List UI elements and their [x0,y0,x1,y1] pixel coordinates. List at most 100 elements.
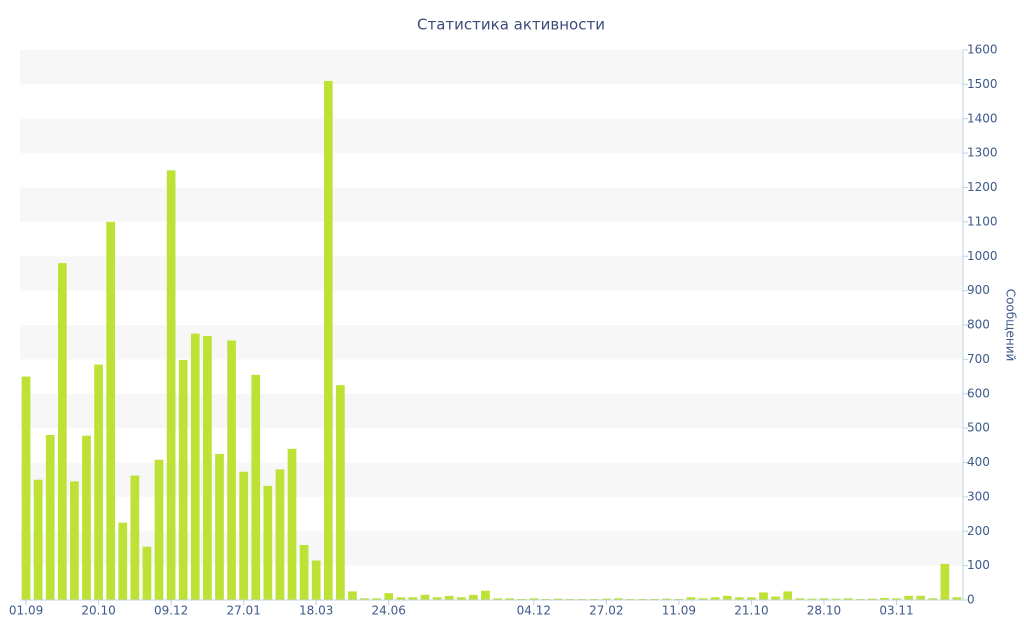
bar [734,597,744,600]
bar [45,435,55,600]
y-tick-label: 100 [967,558,990,572]
bar [940,563,950,600]
bar [650,598,660,600]
y-tick-label: 1400 [967,111,998,125]
bar [867,598,877,600]
bar [118,522,128,600]
y-tick-label: 500 [967,421,990,435]
bar [904,595,913,600]
bar [722,595,732,600]
bar [227,340,236,600]
bar [686,597,696,600]
x-tick-label: 04.12 [517,604,551,618]
bar [602,598,611,600]
bar [348,591,357,600]
y-tick-label: 1200 [967,180,998,194]
x-tick-label: 01.09 [9,604,43,618]
bar [130,475,140,600]
y-axis-label: Сообщений [1004,289,1018,362]
bar [432,597,442,600]
x-tick-label: 11.09 [662,604,696,618]
bar [541,598,551,600]
bar [166,170,176,600]
bar [142,546,152,600]
x-tick-label: 28.10 [807,604,841,618]
bar [82,435,91,600]
bar [384,593,394,600]
bar [251,374,261,600]
bar [855,598,865,600]
bar [747,597,756,600]
y-tick-label: 300 [967,489,990,503]
bar [589,598,599,600]
x-tick-label: 27.02 [589,604,623,618]
bar [360,598,369,600]
bar [553,598,563,600]
y-tick-label: 900 [967,283,990,297]
bar [662,598,672,600]
y-tick-label: 1000 [967,249,998,263]
grid-band [20,393,963,429]
bar [311,560,321,600]
bar [771,596,780,600]
x-tick-label: 21.10 [734,604,768,618]
bar [529,598,539,600]
bar [396,597,406,600]
bar [565,598,575,600]
bar [577,598,587,600]
bar [674,598,684,600]
bar [190,333,200,600]
bar [892,598,901,600]
x-tick-label: 27.01 [226,604,260,618]
y-tick-label: 1500 [967,77,998,91]
bar [287,448,297,600]
y-tick-label: 800 [967,318,990,332]
bar [626,598,635,600]
bar [710,597,720,600]
x-tick-label: 24.06 [372,604,406,618]
bar [493,598,502,600]
y-tick-label: 700 [967,352,990,366]
grid-band [20,462,963,497]
bar [831,598,841,600]
bar [614,598,623,600]
bar [21,376,31,600]
grid-band [20,531,963,566]
bar [94,364,103,600]
bar [420,594,430,600]
bar [795,598,805,600]
bar [154,459,164,600]
bar [70,481,79,600]
bar [178,360,188,600]
bar [444,595,454,600]
bar [239,471,249,600]
bar [819,598,829,600]
bar [843,598,853,600]
bar [638,598,647,600]
bar [263,485,273,600]
chart-title: Статистика активности [417,16,605,34]
bar [759,592,768,600]
bar [456,597,466,600]
x-tick-label: 03.11 [879,604,913,618]
bar [336,385,345,600]
y-tick-label: 200 [967,524,990,538]
bar [928,598,938,600]
bar [469,594,478,600]
y-tick-label: 1600 [967,43,998,57]
grid-band [20,50,963,85]
bar [783,591,793,600]
bar [372,598,381,600]
bar [33,479,43,600]
bar [299,545,309,600]
bar [323,80,333,600]
y-tick-label: 400 [967,455,990,469]
bar [203,336,212,600]
bar [698,598,708,600]
grid-band [20,118,963,154]
bar [275,469,285,600]
bar [481,590,490,600]
y-tick-label: 1300 [967,146,998,160]
